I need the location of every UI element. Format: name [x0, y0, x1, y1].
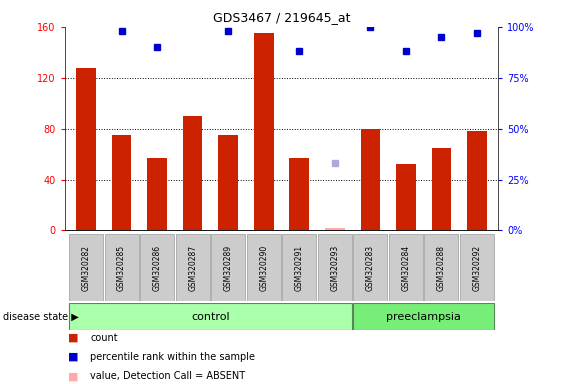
Text: disease state ▶: disease state ▶ — [3, 312, 79, 322]
FancyBboxPatch shape — [69, 234, 103, 301]
Text: GSM320293: GSM320293 — [330, 245, 339, 291]
Bar — [218, 135, 238, 230]
Text: ■: ■ — [68, 352, 78, 362]
Text: GSM320291: GSM320291 — [295, 245, 304, 291]
FancyBboxPatch shape — [211, 234, 245, 301]
Text: ■: ■ — [68, 333, 78, 343]
FancyBboxPatch shape — [353, 303, 494, 330]
Bar — [183, 116, 203, 230]
Text: GSM320283: GSM320283 — [366, 245, 375, 291]
FancyBboxPatch shape — [425, 234, 458, 301]
Text: GSM320286: GSM320286 — [153, 245, 162, 291]
Text: GSM320284: GSM320284 — [401, 245, 410, 291]
Text: preeclampsia: preeclampsia — [386, 312, 461, 322]
Bar — [112, 135, 131, 230]
Bar — [289, 158, 309, 230]
FancyBboxPatch shape — [389, 234, 423, 301]
Text: GSM320287: GSM320287 — [188, 245, 197, 291]
Bar — [77, 68, 96, 230]
Text: GSM320292: GSM320292 — [472, 245, 481, 291]
Text: percentile rank within the sample: percentile rank within the sample — [90, 352, 255, 362]
FancyBboxPatch shape — [105, 234, 138, 301]
FancyBboxPatch shape — [353, 234, 387, 301]
FancyBboxPatch shape — [318, 234, 352, 301]
FancyBboxPatch shape — [247, 234, 281, 301]
Text: GSM320289: GSM320289 — [224, 245, 233, 291]
Bar — [254, 33, 274, 230]
Bar — [467, 131, 486, 230]
Text: GSM320290: GSM320290 — [259, 245, 268, 291]
FancyBboxPatch shape — [282, 234, 316, 301]
Bar — [148, 158, 167, 230]
Text: GSM320285: GSM320285 — [117, 245, 126, 291]
Text: GSM320288: GSM320288 — [437, 245, 446, 291]
Text: GSM320282: GSM320282 — [82, 245, 91, 291]
Bar — [432, 148, 451, 230]
Title: GDS3467 / 219645_at: GDS3467 / 219645_at — [213, 11, 350, 24]
FancyBboxPatch shape — [176, 234, 210, 301]
FancyBboxPatch shape — [69, 303, 352, 330]
Text: control: control — [191, 312, 230, 322]
Text: value, Detection Call = ABSENT: value, Detection Call = ABSENT — [90, 371, 245, 381]
FancyBboxPatch shape — [460, 234, 494, 301]
Bar — [325, 228, 345, 230]
Text: ■: ■ — [68, 371, 78, 381]
FancyBboxPatch shape — [140, 234, 174, 301]
Bar — [396, 164, 415, 230]
Bar — [360, 129, 380, 230]
Text: count: count — [90, 333, 118, 343]
